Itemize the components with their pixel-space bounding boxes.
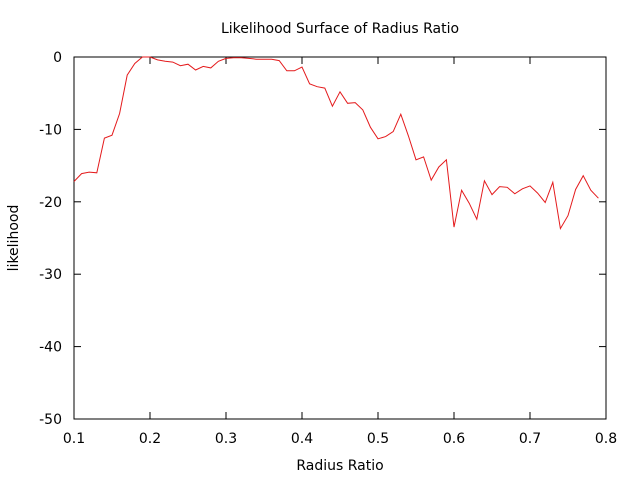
axis-ticks (73, 56, 607, 420)
x-tick-label: 0.6 (443, 431, 465, 447)
x-tick-label: 0.1 (63, 431, 85, 447)
y-tick-label: -40 (39, 340, 62, 356)
x-tick-label: 0.3 (215, 431, 237, 447)
x-tick-label: 0.7 (519, 431, 541, 447)
x-tick-label: 0.5 (367, 431, 389, 447)
plot-frame (73, 56, 607, 420)
x-tick-label: 0.2 (139, 431, 161, 447)
chart-title: Likelihood Surface of Radius Ratio (221, 21, 459, 37)
axis-tick-labels: 0.1 0.2 0.3 0.4 0.5 0.6 0.7 0.8 0 -10 -20 -30 -40 -50 (39, 50, 617, 447)
y-axis-label: likelihood (6, 205, 22, 272)
x-tick-label: 0.4 (291, 431, 313, 447)
y-tick-label: -10 (39, 122, 62, 138)
y-tick-label: -30 (39, 267, 62, 283)
y-tick-label: -20 (39, 195, 62, 211)
y-tick-label: -50 (39, 412, 62, 428)
x-axis-label: Radius Ratio (296, 458, 383, 474)
likelihood-series-line (73, 56, 599, 231)
x-tick-label: 0.8 (595, 431, 617, 447)
y-tick-label: 0 (53, 50, 62, 66)
